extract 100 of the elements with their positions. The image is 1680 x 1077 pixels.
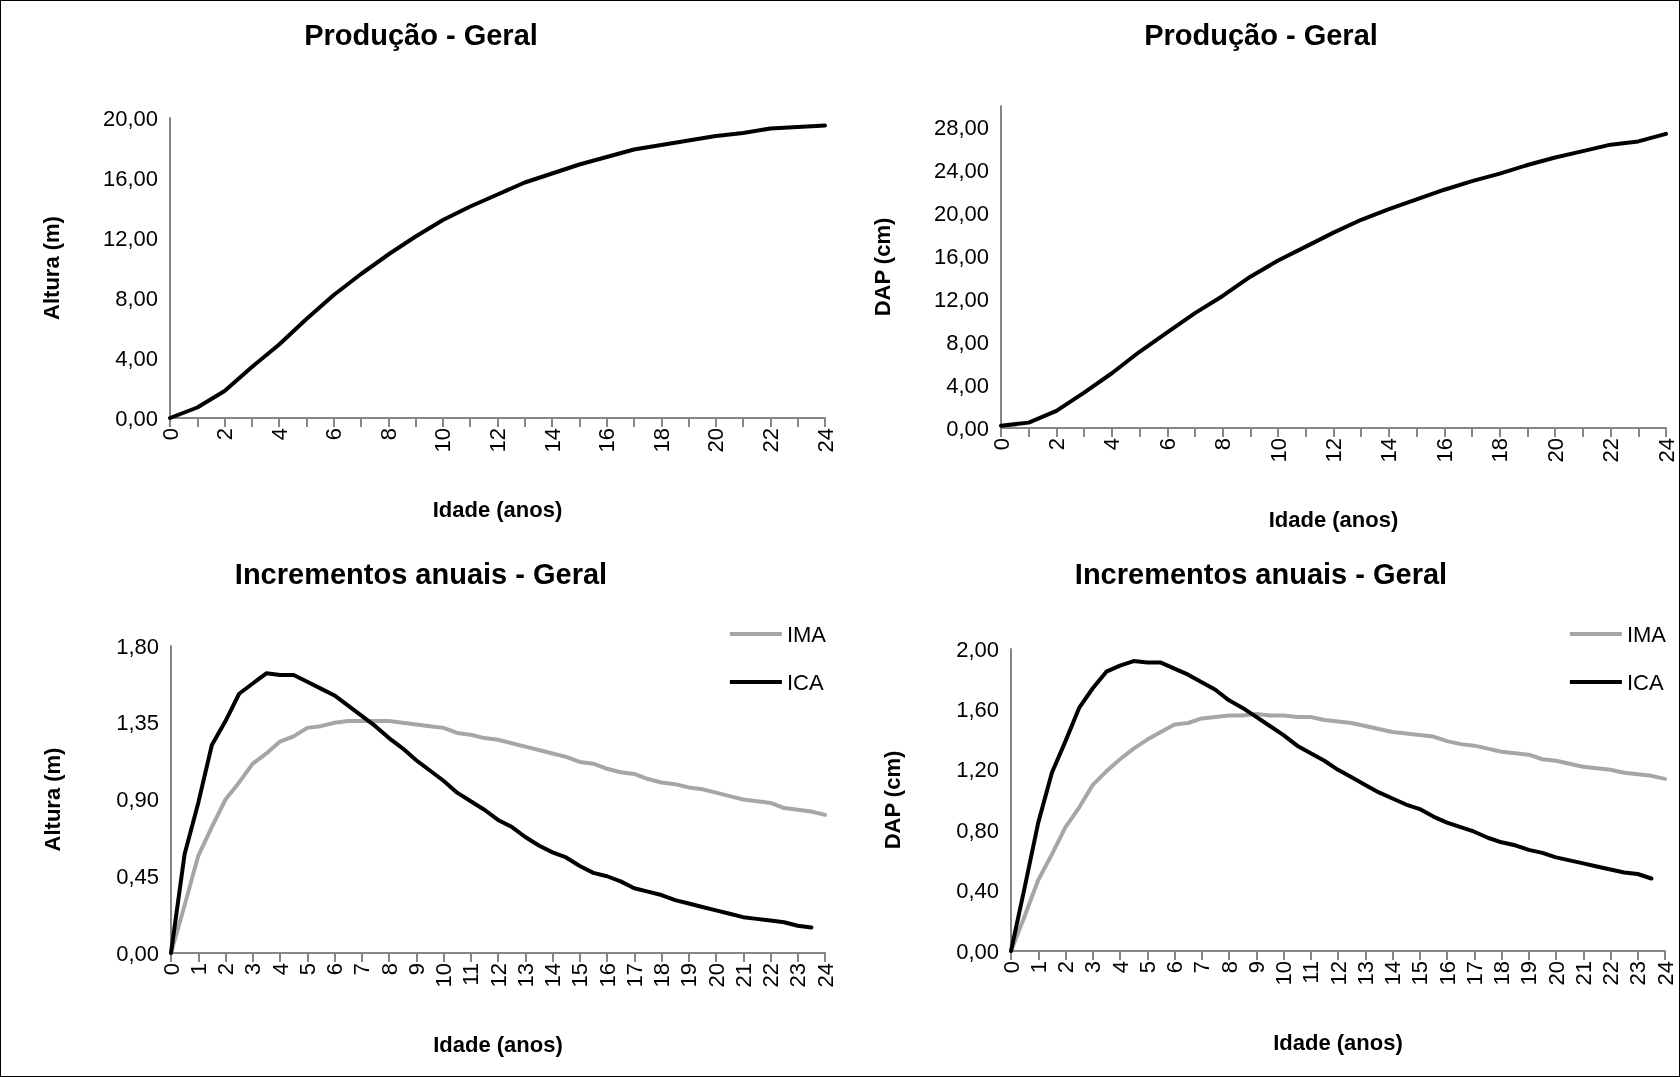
x-tick-label: 18 xyxy=(648,428,674,453)
y-tick-label: 0,40 xyxy=(956,878,999,904)
x-tick-label: 19 xyxy=(676,963,702,988)
legend-label: IMA xyxy=(1626,621,1667,647)
x-tick-label: 3 xyxy=(240,963,266,976)
y-tick-label: 2,00 xyxy=(956,636,999,662)
x-tick-label: 4 xyxy=(1099,438,1125,451)
x-tick-label: 22 xyxy=(758,963,783,988)
chart-title: Produção - Geral xyxy=(1144,18,1378,51)
x-tick-label: 8 xyxy=(376,963,402,976)
x-tick-label: 15 xyxy=(567,963,593,988)
x-tick-label: 18 xyxy=(1489,961,1514,986)
x-tick-label: 14 xyxy=(1376,438,1402,463)
x-tick-label: 24 xyxy=(812,963,838,988)
x-axis-title: Idade (anos) xyxy=(433,1031,563,1057)
x-tick-label: 16 xyxy=(1434,961,1460,986)
y-tick-label: 16,00 xyxy=(933,243,989,269)
x-tick-label: 8 xyxy=(1216,961,1242,974)
y-tick-label: 0,00 xyxy=(115,405,158,431)
x-tick-label: 23 xyxy=(785,963,811,988)
legend-label: ICA xyxy=(1626,669,1664,695)
x-tick-label: 19 xyxy=(1516,961,1542,986)
x-tick-label: 22 xyxy=(1598,438,1624,463)
x-tick-label: 4 xyxy=(266,428,292,441)
x-tick-label: 24 xyxy=(1653,438,1679,463)
x-tick-label: 16 xyxy=(594,963,620,988)
x-tick-label: 20 xyxy=(703,428,729,453)
x-tick-label: 16 xyxy=(1431,438,1457,463)
x-axis-title: Idade (anos) xyxy=(1268,506,1399,532)
y-tick-label: 1,80 xyxy=(116,633,159,659)
x-tick-label: 13 xyxy=(1352,961,1378,986)
x-tick-label: 4 xyxy=(1107,961,1133,974)
x-tick-label: 0 xyxy=(988,438,1014,451)
y-tick-label: 0,80 xyxy=(956,817,999,843)
x-tick-label: 20 xyxy=(703,963,729,988)
y-tick-label: 24,00 xyxy=(933,157,989,183)
y-tick-label: 12,00 xyxy=(933,286,989,312)
chart-title: Incrementos anuais - Geral xyxy=(234,557,608,590)
x-tick-label: 15 xyxy=(1407,961,1433,986)
y-tick-label: 1,20 xyxy=(956,757,999,783)
x-tick-label: 6 xyxy=(322,963,347,976)
x-tick-label: 2 xyxy=(213,963,238,976)
x-tick-label: 20 xyxy=(1542,438,1568,463)
x-tick-label: 22 xyxy=(1598,961,1623,986)
y-tick-label: 20,00 xyxy=(933,200,989,226)
y-tick-label: 28,00 xyxy=(933,114,989,140)
x-tick-label: 12 xyxy=(485,963,511,988)
x-tick-label: 12 xyxy=(1325,961,1351,986)
x-tick-label: 24 xyxy=(1652,961,1678,986)
legend-label: ICA xyxy=(786,669,824,695)
x-tick-label: 17 xyxy=(1461,961,1487,986)
x-tick-label: 21 xyxy=(730,963,756,988)
x-tick-label: 2 xyxy=(1053,961,1078,974)
x-tick-label: 17 xyxy=(621,963,647,988)
y-tick-label: 0,90 xyxy=(116,787,159,812)
y-axis-title: Altura (m) xyxy=(39,747,65,852)
y-tick-label: 4,00 xyxy=(946,372,989,398)
x-tick-label: 1 xyxy=(185,963,211,976)
x-tick-label: 11 xyxy=(458,963,484,986)
y-axis-title: DAP (cm) xyxy=(879,750,905,850)
x-tick-label: 22 xyxy=(757,428,783,453)
x-axis-title: Idade (anos) xyxy=(432,496,563,522)
x-tick-label: 18 xyxy=(649,963,674,988)
y-tick-label: 4,00 xyxy=(115,345,158,371)
x-tick-label: 11 xyxy=(1298,961,1324,984)
y-tick-label: 16,00 xyxy=(102,165,158,191)
x-tick-label: 18 xyxy=(1487,438,1513,463)
x-tick-label: 0 xyxy=(158,963,184,976)
x-tick-label: 0 xyxy=(157,428,183,441)
legend-label: IMA xyxy=(786,621,827,647)
x-tick-label: 4 xyxy=(267,963,293,976)
x-tick-label: 12 xyxy=(485,428,510,453)
y-tick-label: 0,00 xyxy=(116,940,159,966)
x-tick-label: 7 xyxy=(349,963,375,976)
x-tick-label: 20 xyxy=(1543,961,1569,986)
y-tick-label: 12,00 xyxy=(102,225,158,251)
x-tick-label: 2 xyxy=(1043,438,1069,451)
x-tick-label: 21 xyxy=(1570,961,1596,986)
x-tick-label: 0 xyxy=(998,961,1024,974)
x-tick-label: 6 xyxy=(321,428,347,441)
x-tick-label: 8 xyxy=(1210,438,1236,451)
y-tick-label: 0,00 xyxy=(956,938,999,964)
y-axis-title: DAP (cm) xyxy=(869,217,895,317)
x-tick-label: 14 xyxy=(539,428,565,453)
x-tick-label: 14 xyxy=(1380,961,1405,986)
x-tick-label: 10 xyxy=(431,963,456,988)
y-tick-label: 8,00 xyxy=(946,329,989,355)
x-axis-title: Idade (anos) xyxy=(1273,1029,1403,1055)
x-tick-label: 14 xyxy=(540,963,565,988)
x-tick-label: 9 xyxy=(403,963,429,976)
x-tick-label: 6 xyxy=(1154,438,1180,451)
x-tick-label: 5 xyxy=(1134,961,1160,974)
x-tick-label: 6 xyxy=(1162,961,1187,974)
y-tick-label: 1,35 xyxy=(116,710,159,736)
x-tick-label: 13 xyxy=(512,963,538,988)
x-tick-label: 2 xyxy=(212,428,238,441)
y-tick-label: 0,00 xyxy=(946,415,989,441)
x-tick-label: 9 xyxy=(1243,961,1269,974)
y-axis-title: Altura (m) xyxy=(38,216,64,320)
x-tick-label: 24 xyxy=(812,428,838,453)
